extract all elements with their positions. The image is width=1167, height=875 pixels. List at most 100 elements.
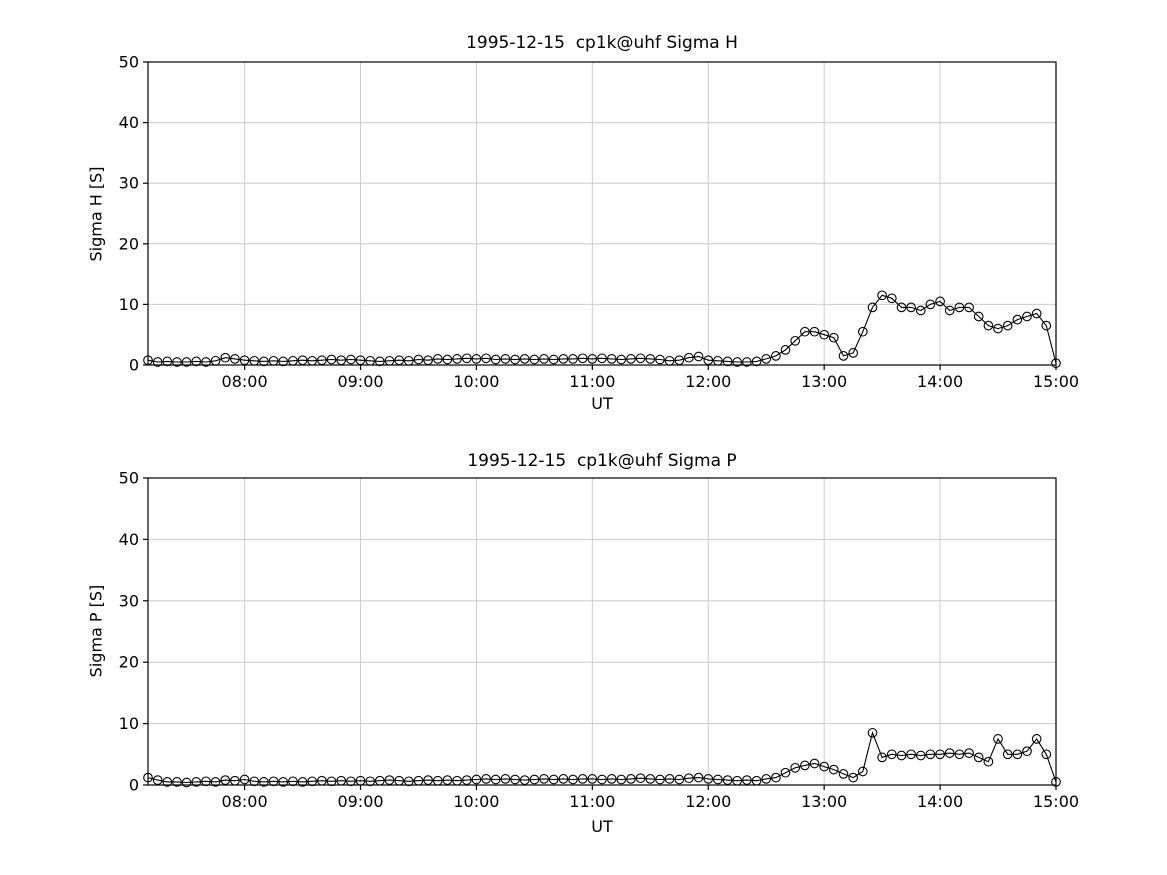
data-marker bbox=[838, 769, 849, 779]
data-marker bbox=[973, 752, 984, 763]
data-marker bbox=[664, 774, 675, 784]
data-marker bbox=[210, 777, 221, 787]
y-tick-label: 30 bbox=[119, 174, 139, 193]
data-marker bbox=[645, 354, 656, 364]
data-marker bbox=[346, 354, 356, 365]
axis-ticks: 08:00 09:00 10:00 11:00 12:00 13:00 14:00 15:00… bbox=[119, 469, 1079, 812]
data-marker bbox=[877, 290, 887, 301]
data-marker bbox=[239, 774, 250, 785]
data-marker bbox=[297, 777, 308, 787]
y-tick-label: 0 bbox=[129, 776, 139, 795]
data-marker bbox=[191, 777, 202, 787]
data-marker bbox=[307, 355, 318, 366]
data-marker bbox=[664, 355, 675, 366]
data-marker bbox=[828, 332, 839, 343]
data-marker bbox=[519, 354, 530, 364]
data-marker bbox=[568, 354, 578, 364]
data-marker bbox=[635, 353, 646, 364]
data-marker bbox=[288, 776, 298, 787]
data-marker bbox=[577, 774, 588, 784]
data-marker bbox=[529, 354, 540, 365]
sigma-h-chart-title: 1995-12-15 cp1k@uhf Sigma H bbox=[466, 33, 738, 53]
data-marker bbox=[317, 775, 327, 786]
data-marker bbox=[645, 774, 656, 784]
data-marker bbox=[307, 776, 318, 787]
data-marker bbox=[722, 775, 733, 785]
data-marker bbox=[143, 772, 153, 783]
sigma-p-plot-area: 08:00 09:00 10:00 11:00 12:00 13:00 14:00 15:00… bbox=[119, 469, 1079, 812]
data-marker bbox=[365, 355, 376, 366]
data-marker bbox=[471, 774, 482, 785]
data-marker bbox=[732, 357, 743, 367]
data-marker bbox=[732, 775, 743, 786]
data-marker bbox=[249, 776, 260, 787]
data-marker bbox=[848, 772, 859, 783]
data-marker bbox=[162, 356, 173, 367]
data-marker bbox=[703, 355, 714, 366]
data-marker bbox=[587, 354, 598, 364]
x-tick-label: 11:00 bbox=[569, 792, 615, 811]
data-marker bbox=[558, 354, 569, 364]
data-marker bbox=[432, 775, 443, 786]
data-marker bbox=[964, 748, 974, 758]
data-marker bbox=[230, 354, 240, 364]
data-marker bbox=[181, 777, 192, 788]
x-tick-label: 08:00 bbox=[222, 792, 268, 811]
data-marker bbox=[162, 777, 173, 787]
sigma-h-y-axis-label: Sigma H [S] bbox=[86, 166, 106, 262]
data-marker bbox=[442, 775, 453, 785]
data-marker bbox=[655, 774, 665, 785]
data-marker bbox=[355, 355, 366, 366]
data-marker bbox=[278, 356, 289, 367]
data-marker bbox=[510, 774, 520, 785]
data-marker bbox=[674, 355, 685, 366]
data-marker bbox=[336, 355, 347, 366]
data-marker bbox=[210, 355, 221, 366]
data-marker bbox=[954, 749, 965, 760]
data-marker bbox=[172, 777, 182, 787]
data-marker bbox=[1002, 749, 1013, 760]
data-marker bbox=[259, 777, 269, 787]
data-marker bbox=[800, 326, 810, 337]
data-marker bbox=[915, 305, 926, 316]
data-marker bbox=[510, 354, 520, 365]
data-marker bbox=[297, 355, 308, 366]
data-marker bbox=[490, 774, 501, 785]
data-marker bbox=[809, 326, 820, 337]
data-marker bbox=[780, 345, 791, 355]
data-marker bbox=[259, 356, 269, 367]
data-marker bbox=[490, 354, 501, 365]
x-tick-label: 15:00 bbox=[1033, 372, 1079, 391]
data-marker bbox=[529, 774, 540, 785]
data-marker bbox=[693, 351, 704, 362]
data-marker bbox=[587, 774, 598, 784]
data-marker bbox=[896, 750, 907, 761]
data-marker bbox=[326, 354, 337, 365]
data-marker bbox=[857, 766, 868, 777]
x-tick-label: 14:00 bbox=[917, 792, 963, 811]
data-marker bbox=[539, 354, 549, 364]
data-marker bbox=[1002, 320, 1013, 331]
data-marker bbox=[790, 335, 801, 346]
data-marker bbox=[722, 356, 733, 367]
data-marker bbox=[742, 357, 752, 367]
data-marker bbox=[713, 774, 723, 785]
data-marker bbox=[954, 302, 965, 313]
data-marker bbox=[877, 752, 887, 763]
data-marker bbox=[684, 773, 694, 784]
data-marker bbox=[848, 348, 859, 358]
sigma-p-x-axis-label: UT bbox=[591, 817, 613, 836]
sigma-h-plot-area: 08:00 09:00 10:00 11:00 12:00 13:00 14:00 15:00… bbox=[119, 53, 1079, 392]
data-marker bbox=[906, 749, 916, 760]
data-marker bbox=[944, 748, 955, 758]
data-marker bbox=[742, 775, 752, 785]
y-tick-label: 20 bbox=[119, 234, 139, 253]
data-marker bbox=[413, 775, 424, 786]
data-marker bbox=[780, 767, 791, 778]
data-marker bbox=[539, 774, 549, 784]
data-marker bbox=[867, 727, 878, 738]
y-tick-label: 10 bbox=[119, 714, 139, 733]
y-tick-label: 20 bbox=[119, 653, 139, 672]
data-marker bbox=[394, 355, 405, 366]
data-marker bbox=[201, 357, 211, 367]
